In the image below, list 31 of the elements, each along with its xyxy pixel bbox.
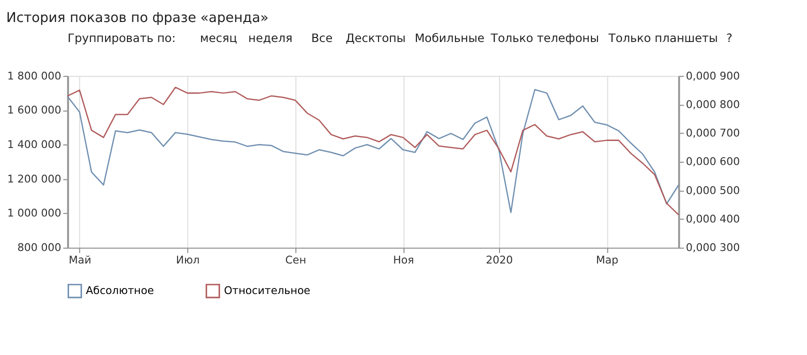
y2-tick-label: 0,000 700 bbox=[686, 126, 740, 140]
text: неделя bbox=[248, 31, 292, 46]
text: месяц bbox=[200, 31, 238, 46]
y-tick-label: 1 200 000 bbox=[7, 172, 62, 186]
x-tick-label: Май bbox=[68, 254, 92, 267]
y-tick-label: 1 400 000 bbox=[7, 138, 62, 151]
x-tick-label: Июл bbox=[176, 254, 200, 267]
y-tick-label: 800 000 bbox=[17, 241, 62, 254]
legend-label: Абсолютное bbox=[86, 284, 154, 297]
x-tick-label: 2020 bbox=[486, 254, 514, 267]
y2-tick-label: 0,000 400 bbox=[686, 212, 740, 226]
text: Только планшеты bbox=[608, 31, 718, 46]
text: Десктопы bbox=[346, 31, 406, 46]
x-tick-label: Мар bbox=[596, 254, 619, 267]
text: Все bbox=[311, 31, 333, 46]
y2-tick-label: 0,000 600 bbox=[686, 155, 740, 168]
x-tick-label: Ноя bbox=[393, 254, 414, 267]
x-tick-label: Сен bbox=[285, 254, 306, 267]
y-tick-label: 1 600 000 bbox=[7, 104, 62, 117]
chart-title: История показов по фразе «аренда» bbox=[6, 10, 269, 26]
y2-tick-label: 0,000 800 bbox=[686, 98, 740, 111]
text: Мобильные bbox=[414, 31, 484, 46]
text: ? bbox=[726, 31, 732, 46]
text: Только телефоны bbox=[490, 31, 599, 46]
legend-label: Относительное bbox=[224, 284, 310, 297]
y-tick-label: 1 800 000 bbox=[7, 69, 62, 82]
y2-tick-label: 0,000 300 bbox=[686, 241, 740, 254]
y2-tick-label: 0,000 900 bbox=[686, 69, 740, 82]
y-tick-label: 1 000 000 bbox=[7, 206, 62, 220]
text: Группировать по: bbox=[68, 31, 176, 46]
y2-tick-label: 0,000 500 bbox=[686, 184, 740, 197]
